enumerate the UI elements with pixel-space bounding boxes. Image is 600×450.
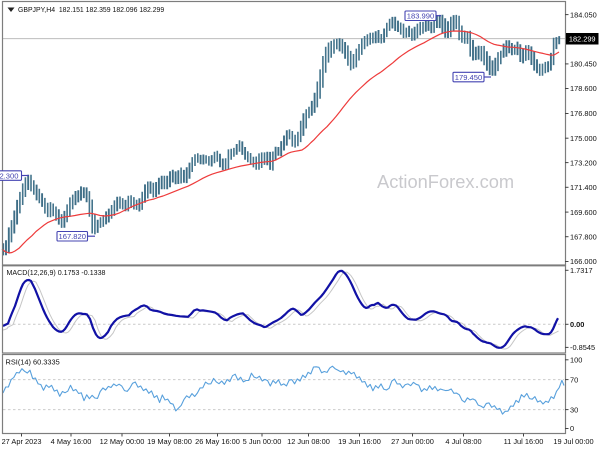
svg-text:ActionForex.com: ActionForex.com: [377, 171, 514, 192]
svg-text:176.800: 176.800: [570, 109, 597, 118]
svg-text:19 Jul 00:00: 19 Jul 00:00: [553, 437, 593, 446]
svg-text:183.990: 183.990: [407, 12, 434, 21]
svg-text:MACD(12,26,9) 0.1753 -0.1338: MACD(12,26,9) 0.1753 -0.1338: [7, 269, 106, 277]
svg-text:179.450: 179.450: [455, 73, 482, 82]
svg-text:171.400: 171.400: [570, 183, 597, 192]
svg-text:167.820: 167.820: [59, 232, 86, 241]
svg-text:RSI(14) 60.3335: RSI(14) 60.3335: [6, 357, 60, 366]
svg-text:178.600: 178.600: [570, 84, 597, 93]
svg-text:180.450: 180.450: [570, 60, 597, 69]
svg-text:169.600: 169.600: [570, 208, 597, 217]
svg-text:100: 100: [570, 356, 582, 365]
svg-text:27 Jun 00:00: 27 Jun 00:00: [391, 437, 434, 446]
svg-text:27 Apr 2023: 27 Apr 2023: [2, 437, 42, 446]
svg-text:11 Jul 16:00: 11 Jul 16:00: [504, 437, 544, 446]
svg-text:19 May 08:00: 19 May 08:00: [147, 437, 192, 446]
svg-text:-0.8545: -0.8545: [570, 343, 595, 352]
svg-text:2.300: 2.300: [0, 171, 18, 180]
svg-text:173.200: 173.200: [570, 158, 597, 167]
svg-text:30: 30: [570, 405, 578, 414]
svg-text:182.299: 182.299: [569, 34, 596, 43]
svg-text:12 Jun 08:00: 12 Jun 08:00: [287, 437, 330, 446]
svg-text:0.00: 0.00: [570, 320, 584, 329]
svg-text:12 May 00:00: 12 May 00:00: [100, 437, 145, 446]
svg-text:175.000: 175.000: [570, 134, 597, 143]
svg-text:5 Jun 00:00: 5 Jun 00:00: [243, 437, 282, 446]
svg-text:0: 0: [570, 424, 574, 433]
svg-text:70: 70: [570, 375, 578, 384]
svg-text:184.050: 184.050: [570, 10, 597, 19]
svg-text:26 May 16:00: 26 May 16:00: [195, 437, 240, 446]
svg-text:4 May 16:00: 4 May 16:00: [51, 437, 92, 446]
svg-text:166.000: 166.000: [570, 257, 597, 266]
svg-text:1.7317: 1.7317: [570, 266, 593, 275]
svg-text:19 Jun 16:00: 19 Jun 16:00: [338, 437, 381, 446]
svg-text:GBPJPY,H4 182.151 182.359 182: GBPJPY,H4 182.151 182.359 182.096 182.29…: [18, 7, 164, 14]
svg-text:167.800: 167.800: [570, 232, 597, 241]
svg-text:4 Jul 08:00: 4 Jul 08:00: [445, 437, 481, 446]
